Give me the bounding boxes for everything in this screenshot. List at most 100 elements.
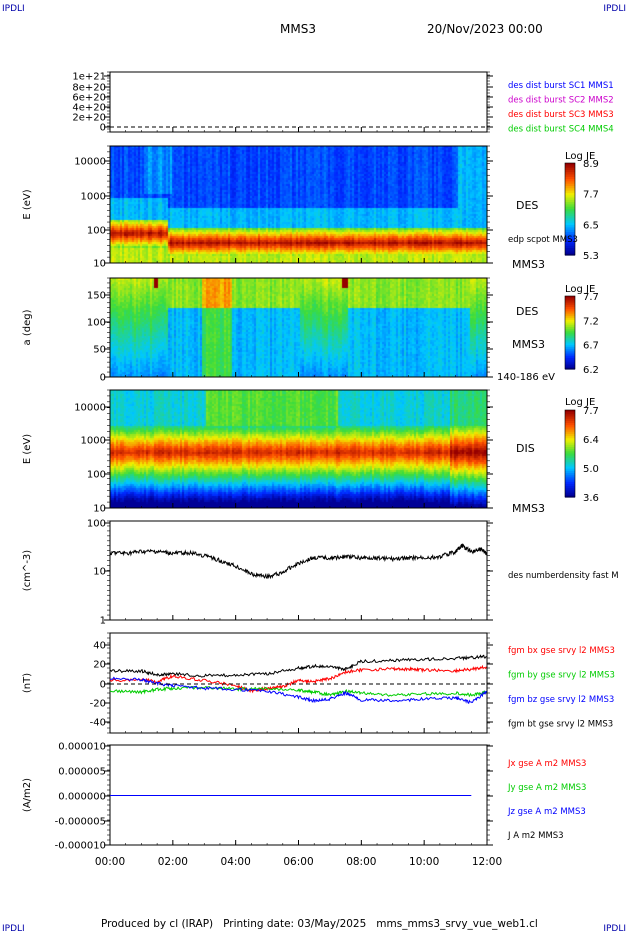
colorbar-swatch: [565, 486, 575, 489]
colorbar-swatch: [565, 345, 575, 348]
colorbar-swatch: [565, 229, 575, 233]
corner-logo-bottom-right: IPDLI: [603, 924, 626, 934]
colorbar-swatch: [565, 479, 575, 483]
colorbar-swatch: [565, 305, 575, 308]
colorbar-swatch: [565, 306, 575, 310]
colorbar-swatch: [565, 209, 575, 212]
colorbar-swatch: [565, 336, 575, 339]
colorbar-swatch: [565, 310, 575, 314]
y-axis-label: E (eV): [22, 434, 33, 464]
colorbar-swatch: [565, 252, 575, 256]
ytick-label: 20: [93, 660, 106, 671]
colorbar-swatch: [565, 464, 575, 468]
colorbar-swatch: [565, 483, 575, 487]
colorbar-title: Log JE: [565, 397, 595, 408]
colorbar-swatch: [565, 316, 575, 319]
right-label: DES: [516, 199, 538, 212]
ytick-label: 10000: [74, 157, 106, 168]
colorbar-swatch: [565, 232, 575, 235]
colorbar-frame: [564, 409, 576, 498]
colorbar-swatch: [565, 492, 575, 496]
colorbar-swatch: [565, 296, 575, 299]
colorbar-swatch: [565, 334, 575, 337]
legend-entry: fgm bx gse srvy l2 MMS3: [508, 646, 615, 656]
colorbar-swatch: [565, 341, 575, 345]
plot-date: 20/Nov/2023 00:00: [427, 22, 543, 36]
colorbar-swatch: [565, 299, 575, 303]
colorbar-swatch: [565, 423, 575, 426]
colorbar-swatch: [565, 337, 575, 341]
colorbar-swatch: [565, 215, 575, 219]
ytick-label: 100: [87, 226, 106, 237]
colorbar-swatch: [565, 220, 575, 224]
colorbar-swatch: [565, 325, 575, 328]
colorbar-swatch: [565, 167, 575, 171]
ytick-label: 1e+21: [72, 72, 106, 83]
legend-entry: Jx gse A m2 MMS3: [507, 759, 586, 769]
ytick-label: -0.000010: [55, 841, 106, 852]
y-axis-label: a (deg): [22, 309, 33, 345]
colorbar-swatch: [565, 321, 575, 324]
y-axis-label: (cm^-3): [22, 550, 33, 591]
colorbar-swatch: [565, 245, 575, 249]
y-axis-label: (nT): [22, 673, 33, 693]
legend-entry: des dist burst SC1 MMS1: [508, 81, 614, 91]
colorbar-frame: [564, 162, 576, 256]
colorbar-tick: 3.6: [583, 493, 599, 504]
colorbar-swatch: [565, 225, 575, 228]
colorbar-tick: 6.7: [583, 341, 599, 352]
panel-frame-5: [109, 520, 488, 621]
colorbar-tick: 7.7: [583, 292, 599, 303]
colorbar-swatch: [565, 192, 575, 196]
ytick-label: 0: [100, 680, 106, 691]
colorbar-title: Log JE: [565, 284, 595, 295]
colorbar-swatch: [565, 363, 575, 366]
series-des-numberdensity-fast-M: [109, 543, 488, 580]
ytick-label: 10: [93, 504, 106, 515]
colorbar-swatch: [565, 462, 575, 465]
colorbar-swatch: [565, 301, 575, 304]
ytick-label: 100: [87, 519, 106, 530]
colorbar-swatch: [565, 367, 575, 370]
colorbar-swatch: [565, 365, 575, 368]
colorbar-swatch: [565, 197, 575, 201]
colorbar-swatch: [565, 442, 575, 446]
colorbar-swatch: [565, 425, 575, 428]
colorbar-swatch: [565, 470, 575, 474]
colorbar-swatch: [565, 354, 575, 357]
colorbar-swatch: [565, 238, 575, 242]
ytick-label: 50: [93, 345, 106, 356]
colorbar-swatch: [565, 227, 575, 231]
xtick-label: 00:00: [95, 856, 125, 868]
xtick-label: 08:00: [346, 856, 376, 868]
legend-entry: Jz gse A m2 MMS3: [507, 807, 586, 817]
colorbar-swatch: [565, 446, 575, 450]
ytick-label: 100: [87, 318, 106, 329]
colorbar-frame: [564, 295, 576, 370]
corner-logo-bottom-left: IPDLI: [2, 924, 25, 934]
ytick-label: 0: [100, 123, 106, 134]
colorbar-swatch: [565, 468, 575, 472]
right-label: DIS: [516, 442, 535, 455]
colorbar-swatch: [565, 420, 575, 424]
colorbar-swatch: [565, 303, 575, 306]
colorbar-tick: 8.9: [583, 159, 599, 170]
right-label: DES: [516, 305, 538, 318]
colorbar-swatch: [565, 455, 575, 459]
colorbar-swatch: [565, 431, 575, 435]
legend-entry: fgm by gse srvy l2 MMS3: [508, 671, 615, 681]
colorbar-swatch: [565, 433, 575, 437]
colorbar-swatch: [565, 243, 575, 247]
colorbar-swatch: [565, 453, 575, 457]
colorbar-swatch: [565, 440, 575, 444]
ytick-label: 4e+20: [72, 103, 106, 114]
colorbar-swatch: [565, 186, 575, 189]
ytick-label: 6e+20: [72, 93, 106, 104]
right-label: MMS3: [512, 258, 545, 271]
series-fgm-by-gse-srvy-l2-MMS3: [109, 685, 487, 698]
panel-frame-6: [109, 632, 488, 734]
colorbar-swatch: [565, 477, 575, 481]
colorbar-swatch: [565, 195, 575, 199]
ytick-label: 8e+20: [72, 83, 106, 94]
colorbar-swatch: [565, 460, 575, 463]
